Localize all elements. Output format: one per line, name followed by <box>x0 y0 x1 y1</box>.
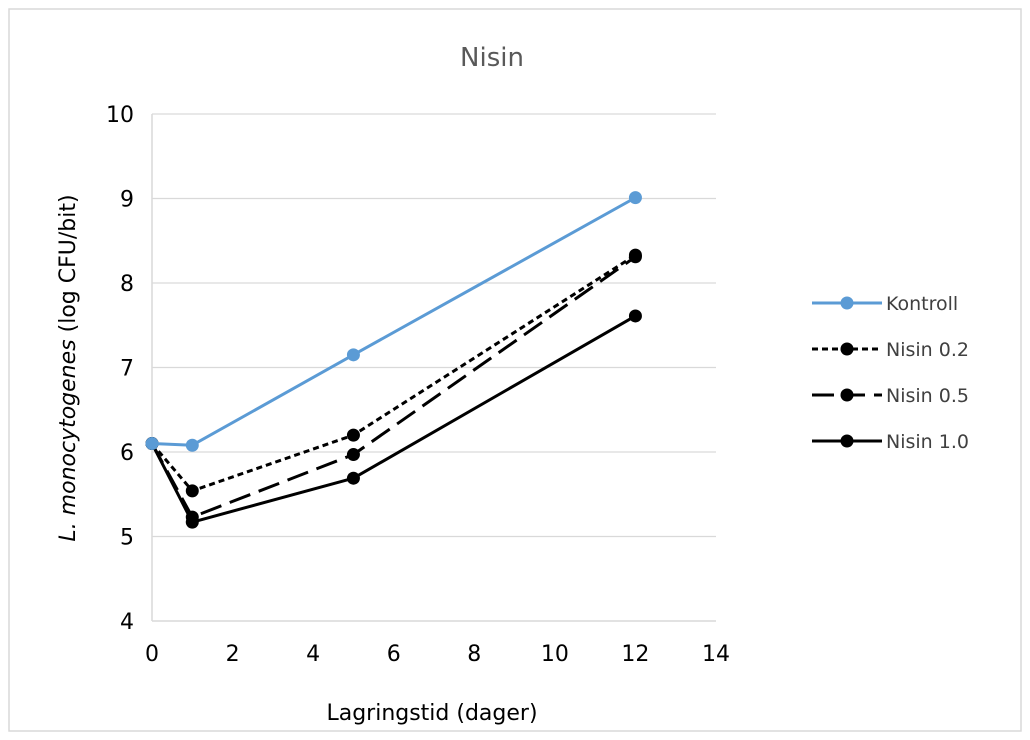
legend: Kontroll Nisin 0.2 Nisin 0.5 Nisin 1.0 <box>812 293 969 453</box>
y-axis-title-italic: L. monocytogenes <box>56 339 81 541</box>
x-axis-title: Lagringstid (dager) <box>326 701 537 726</box>
x-tick-label: 4 <box>306 642 320 667</box>
y-axis-title-rest: (log CFU/bit) <box>56 194 81 332</box>
series-layer <box>145 191 642 529</box>
x-tick-label: 2 <box>226 642 240 667</box>
x-tick-label: 14 <box>702 642 730 667</box>
y-axis-title: L. monocytogenes (log CFU/bit) <box>56 194 81 541</box>
legend-marker <box>840 342 854 356</box>
data-point-3 <box>628 309 642 323</box>
data-point-3 <box>346 471 360 485</box>
x-tick-label: 10 <box>541 642 569 667</box>
data-point-1 <box>628 248 642 262</box>
legend-label: Nisin 0.2 <box>886 339 969 361</box>
series-line-0 <box>151 196 637 447</box>
x-tick-label: 0 <box>145 642 159 667</box>
data-point-0 <box>628 191 642 205</box>
y-tick-label: 7 <box>120 357 134 382</box>
y-axis-title-space <box>56 332 81 339</box>
data-point-0 <box>346 348 360 362</box>
legend-marker <box>840 434 854 448</box>
data-point-0 <box>185 438 199 452</box>
y-tick-label: 4 <box>120 610 134 635</box>
y-tick-label: 10 <box>106 103 134 128</box>
data-point-2 <box>346 448 360 462</box>
series-line-1 <box>150 253 637 493</box>
data-point-2 <box>185 510 199 524</box>
axes: 4 5 6 7 8 9 10 0 2 4 6 8 10 12 14 <box>106 103 730 667</box>
data-point-1 <box>346 428 360 442</box>
y-tick-label: 6 <box>120 441 134 466</box>
x-tick-label: 12 <box>621 642 649 667</box>
legend-marker <box>840 296 854 310</box>
y-tick-label: 9 <box>120 188 134 213</box>
chart-title: Nisin <box>460 43 524 73</box>
data-point-1 <box>185 484 199 498</box>
x-tick-label: 6 <box>387 642 401 667</box>
gridlines <box>152 113 716 538</box>
legend-label: Nisin 0.5 <box>886 385 969 407</box>
x-tick-label: 8 <box>467 642 481 667</box>
data-point-0 <box>145 437 159 451</box>
series-line-2 <box>150 255 637 519</box>
legend-marker <box>840 388 854 402</box>
y-tick-label: 8 <box>120 272 134 297</box>
legend-label: Kontroll <box>886 293 958 315</box>
y-tick-label: 5 <box>120 526 134 551</box>
chart-border <box>8 8 1022 732</box>
legend-label: Nisin 1.0 <box>886 431 969 453</box>
